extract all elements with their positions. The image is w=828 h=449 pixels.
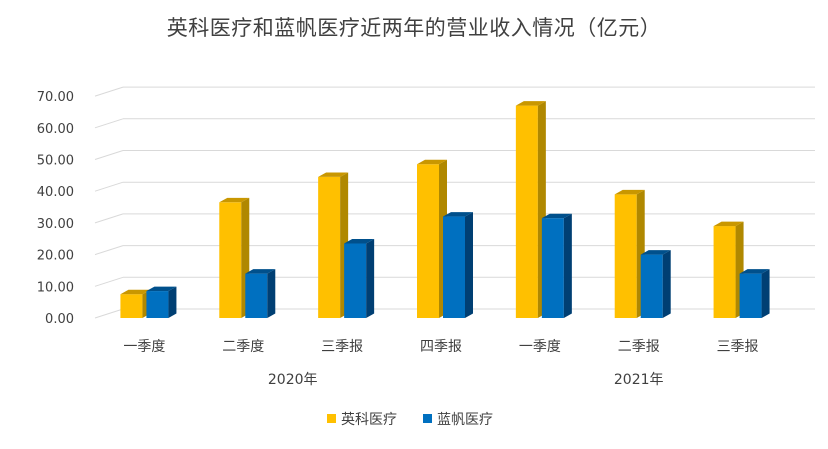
bar-front <box>640 254 663 318</box>
bar-front <box>120 294 143 318</box>
y-tick-label: 0.00 <box>45 312 74 327</box>
gridline-side <box>94 181 124 192</box>
bar-front <box>344 243 367 318</box>
bar-side <box>267 269 276 318</box>
gridline-side <box>94 276 124 287</box>
bar-front <box>541 218 564 318</box>
bar-front <box>245 273 268 318</box>
gridline-side <box>94 308 124 319</box>
category-label: 三季报 <box>717 339 759 355</box>
bar-side <box>662 250 671 318</box>
bar-top <box>541 213 572 219</box>
y-axis-ticks: 0.00 10.00 20.00 30.00 40.00 50.00 60.00 70.00 <box>37 90 74 327</box>
category-label: 三季报 <box>321 339 363 355</box>
year-group-label: 2020年 <box>268 372 318 388</box>
year-group-labels: 2020年 2021年 <box>268 372 664 388</box>
bar-top <box>417 159 447 165</box>
category-label: 四季报 <box>420 339 462 355</box>
bar-lanfan-1 <box>245 269 276 318</box>
chart-title: 英科医疗和蓝帆医疗近两年的营业收入情况（亿元） <box>166 16 662 40</box>
bar-lanfan-2 <box>344 239 375 318</box>
bar-front <box>739 273 762 318</box>
bar-yingke-1 <box>219 197 250 318</box>
year-group-label: 2021年 <box>614 372 664 388</box>
gridline-side <box>94 245 124 256</box>
bar-top <box>245 269 276 274</box>
y-tick-label: 50.00 <box>37 154 74 169</box>
bar-front <box>318 176 341 318</box>
legend-swatch <box>423 414 432 423</box>
bar-top <box>515 101 546 106</box>
bar-front <box>713 226 736 318</box>
legend-label: 蓝帆医疗 <box>437 412 493 428</box>
bar-top <box>713 221 744 227</box>
bar-yingke-5 <box>614 189 645 318</box>
bar-side <box>168 286 177 318</box>
bar-lanfan-0 <box>146 286 177 318</box>
gridline-side <box>94 213 124 224</box>
category-label: 一季度 <box>519 339 561 355</box>
bar-top <box>219 197 250 203</box>
legend: 英科医疗 蓝帆医疗 <box>327 411 493 428</box>
bar-yingke-0 <box>120 289 151 318</box>
y-tick-label: 70.00 <box>37 90 74 105</box>
bar-front <box>515 105 538 318</box>
bar-front <box>417 164 439 318</box>
bar-top <box>120 289 151 295</box>
bar-yingke-4 <box>515 101 546 318</box>
bar-front <box>146 291 169 318</box>
bar-top <box>614 189 645 195</box>
bar-top <box>344 239 375 244</box>
gridline-side <box>94 86 124 97</box>
bar-top <box>640 250 671 255</box>
bar-top <box>318 172 349 177</box>
bar-yingke-2 <box>318 172 349 318</box>
gridline-side <box>94 118 124 129</box>
bar-front <box>443 216 465 318</box>
category-label: 二季度 <box>222 339 264 355</box>
bar-lanfan-3 <box>443 212 473 318</box>
bar-front <box>614 194 637 318</box>
bar-lanfan-5 <box>640 250 671 318</box>
legend-label: 英科医疗 <box>341 411 397 428</box>
bars <box>120 101 770 318</box>
bar-side <box>563 213 572 318</box>
y-tick-label: 20.00 <box>37 249 74 264</box>
legend-swatch <box>327 414 336 423</box>
bar-yingke-6 <box>713 221 744 318</box>
bar-top <box>146 286 177 292</box>
y-tick-label: 40.00 <box>37 185 74 200</box>
category-label: 二季报 <box>618 339 660 355</box>
category-labels: 一季度 二季度 三季报 四季报 一季度 二季报 三季报 <box>123 339 758 355</box>
bar-side <box>761 269 770 318</box>
y-tick-label: 60.00 <box>37 122 74 137</box>
bar-yingke-3 <box>417 159 447 318</box>
bar-lanfan-4 <box>541 213 572 318</box>
bar-top <box>739 269 770 274</box>
y-tick-label: 30.00 <box>37 217 74 232</box>
y-tick-label: 10.00 <box>37 280 74 295</box>
bar-lanfan-6 <box>739 269 770 318</box>
bar-side <box>366 239 375 318</box>
gridline-side <box>94 150 124 160</box>
bar-side <box>465 212 473 318</box>
bar-front <box>219 202 242 318</box>
bar-top <box>443 212 473 217</box>
category-label: 一季度 <box>123 339 165 355</box>
